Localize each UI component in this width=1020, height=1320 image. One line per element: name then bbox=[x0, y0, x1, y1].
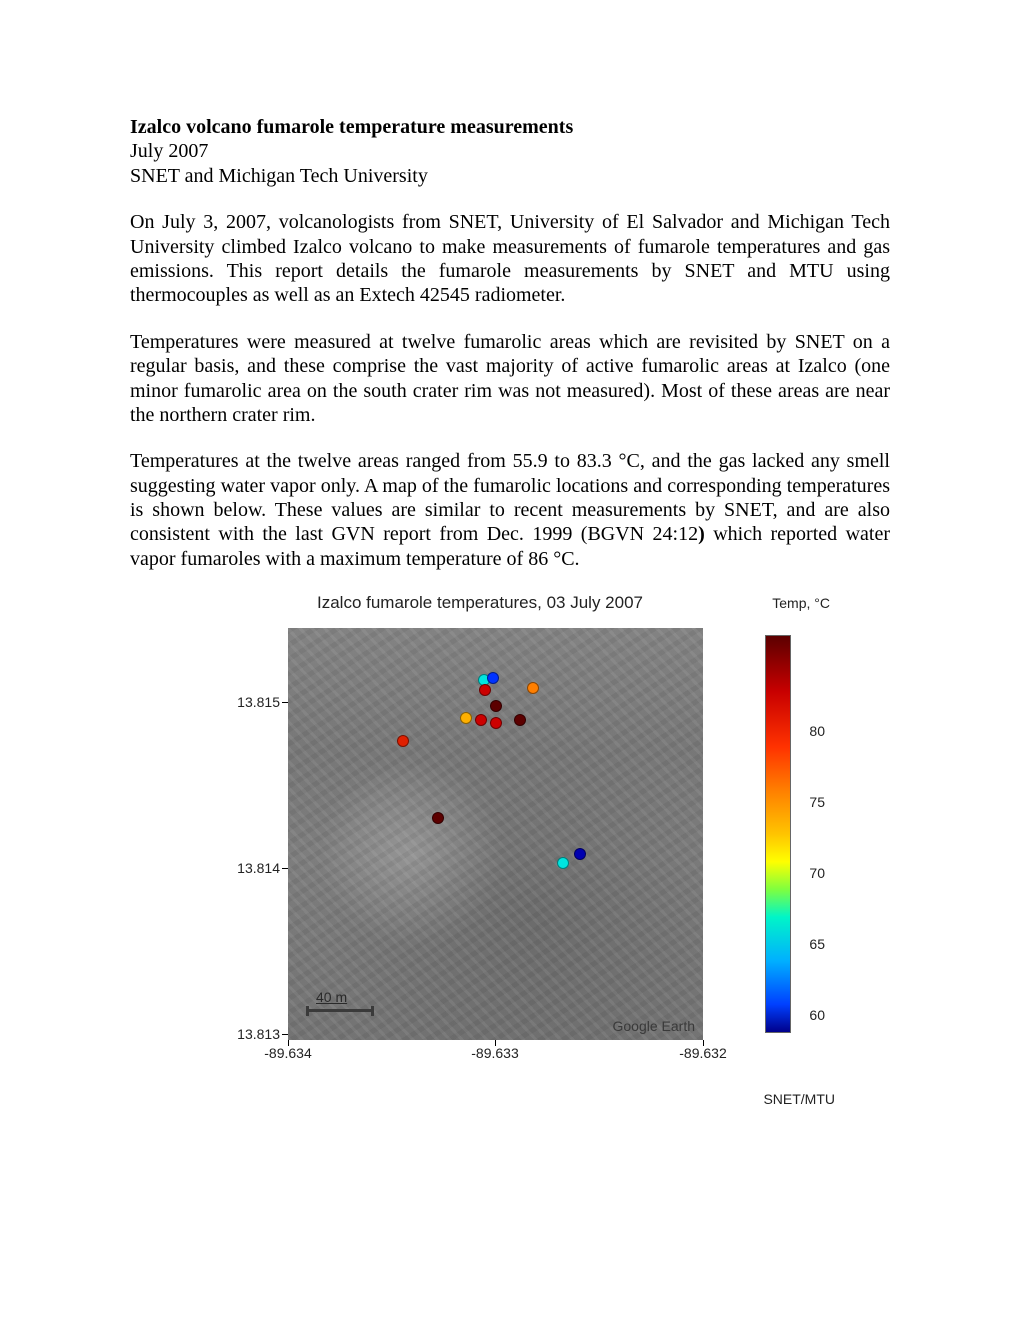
y-axis-tick-mark bbox=[282, 1034, 288, 1035]
paragraph-3: Temperatures at the twelve areas ranged … bbox=[130, 449, 890, 571]
doc-title: Izalco volcano fumarole temperature meas… bbox=[130, 115, 890, 139]
x-axis-tick-mark bbox=[703, 1040, 704, 1046]
scale-bar-label: 40 m bbox=[316, 989, 347, 1005]
colorbar bbox=[765, 635, 791, 1033]
y-axis-tick-label: 13.815 bbox=[185, 694, 280, 710]
fumarole-point bbox=[527, 682, 539, 694]
fumarole-point bbox=[487, 672, 499, 684]
colorbar-tick-label: 75 bbox=[809, 794, 825, 810]
fumarole-point bbox=[490, 717, 502, 729]
paragraph-2: Temperatures were measured at twelve fum… bbox=[130, 330, 890, 428]
y-axis-tick-mark bbox=[282, 868, 288, 869]
x-axis-tick-label: -89.632 bbox=[679, 1045, 726, 1061]
colorbar-axis-label: Temp, °C bbox=[772, 595, 830, 611]
map-panel: 40 m Google Earth bbox=[288, 628, 703, 1040]
fumarole-point bbox=[460, 712, 472, 724]
figure-container: Izalco fumarole temperatures, 03 July 20… bbox=[130, 593, 890, 1103]
terrain-backdrop bbox=[288, 628, 703, 1040]
figure-credit: SNET/MTU bbox=[763, 1091, 835, 1107]
colorbar-tick-label: 60 bbox=[809, 1007, 825, 1023]
doc-org: SNET and Michigan Tech University bbox=[130, 164, 890, 188]
doc-date: July 2007 bbox=[130, 139, 890, 163]
y-axis-tick-mark bbox=[282, 702, 288, 703]
fumarole-point bbox=[475, 714, 487, 726]
colorbar-tick-label: 80 bbox=[809, 723, 825, 739]
x-axis-tick-mark bbox=[495, 1040, 496, 1046]
scale-bar-icon bbox=[306, 1009, 374, 1012]
fumarole-point bbox=[557, 857, 569, 869]
fumarole-point bbox=[490, 700, 502, 712]
fumarole-point bbox=[432, 812, 444, 824]
paragraph-1: On July 3, 2007, volcanologists from SNE… bbox=[130, 210, 890, 308]
p3-run-bold: ) bbox=[698, 523, 705, 545]
x-axis-tick-mark bbox=[288, 1040, 289, 1046]
y-axis-tick-label: 13.814 bbox=[185, 860, 280, 876]
fumarole-point bbox=[514, 714, 526, 726]
figure-title: Izalco fumarole temperatures, 03 July 20… bbox=[185, 593, 775, 613]
fumarole-point bbox=[574, 848, 586, 860]
x-axis-tick-label: -89.633 bbox=[471, 1045, 518, 1061]
fumarole-map-figure: Izalco fumarole temperatures, 03 July 20… bbox=[185, 593, 835, 1103]
colorbar-tick-label: 70 bbox=[809, 865, 825, 881]
y-axis-tick-label: 13.813 bbox=[185, 1026, 280, 1042]
colorbar-tick-label: 65 bbox=[809, 936, 825, 952]
map-source-credit: Google Earth bbox=[613, 1018, 696, 1034]
fumarole-point bbox=[479, 684, 491, 696]
header-block: Izalco volcano fumarole temperature meas… bbox=[130, 115, 890, 188]
x-axis-tick-label: -89.634 bbox=[264, 1045, 311, 1061]
fumarole-point bbox=[397, 735, 409, 747]
